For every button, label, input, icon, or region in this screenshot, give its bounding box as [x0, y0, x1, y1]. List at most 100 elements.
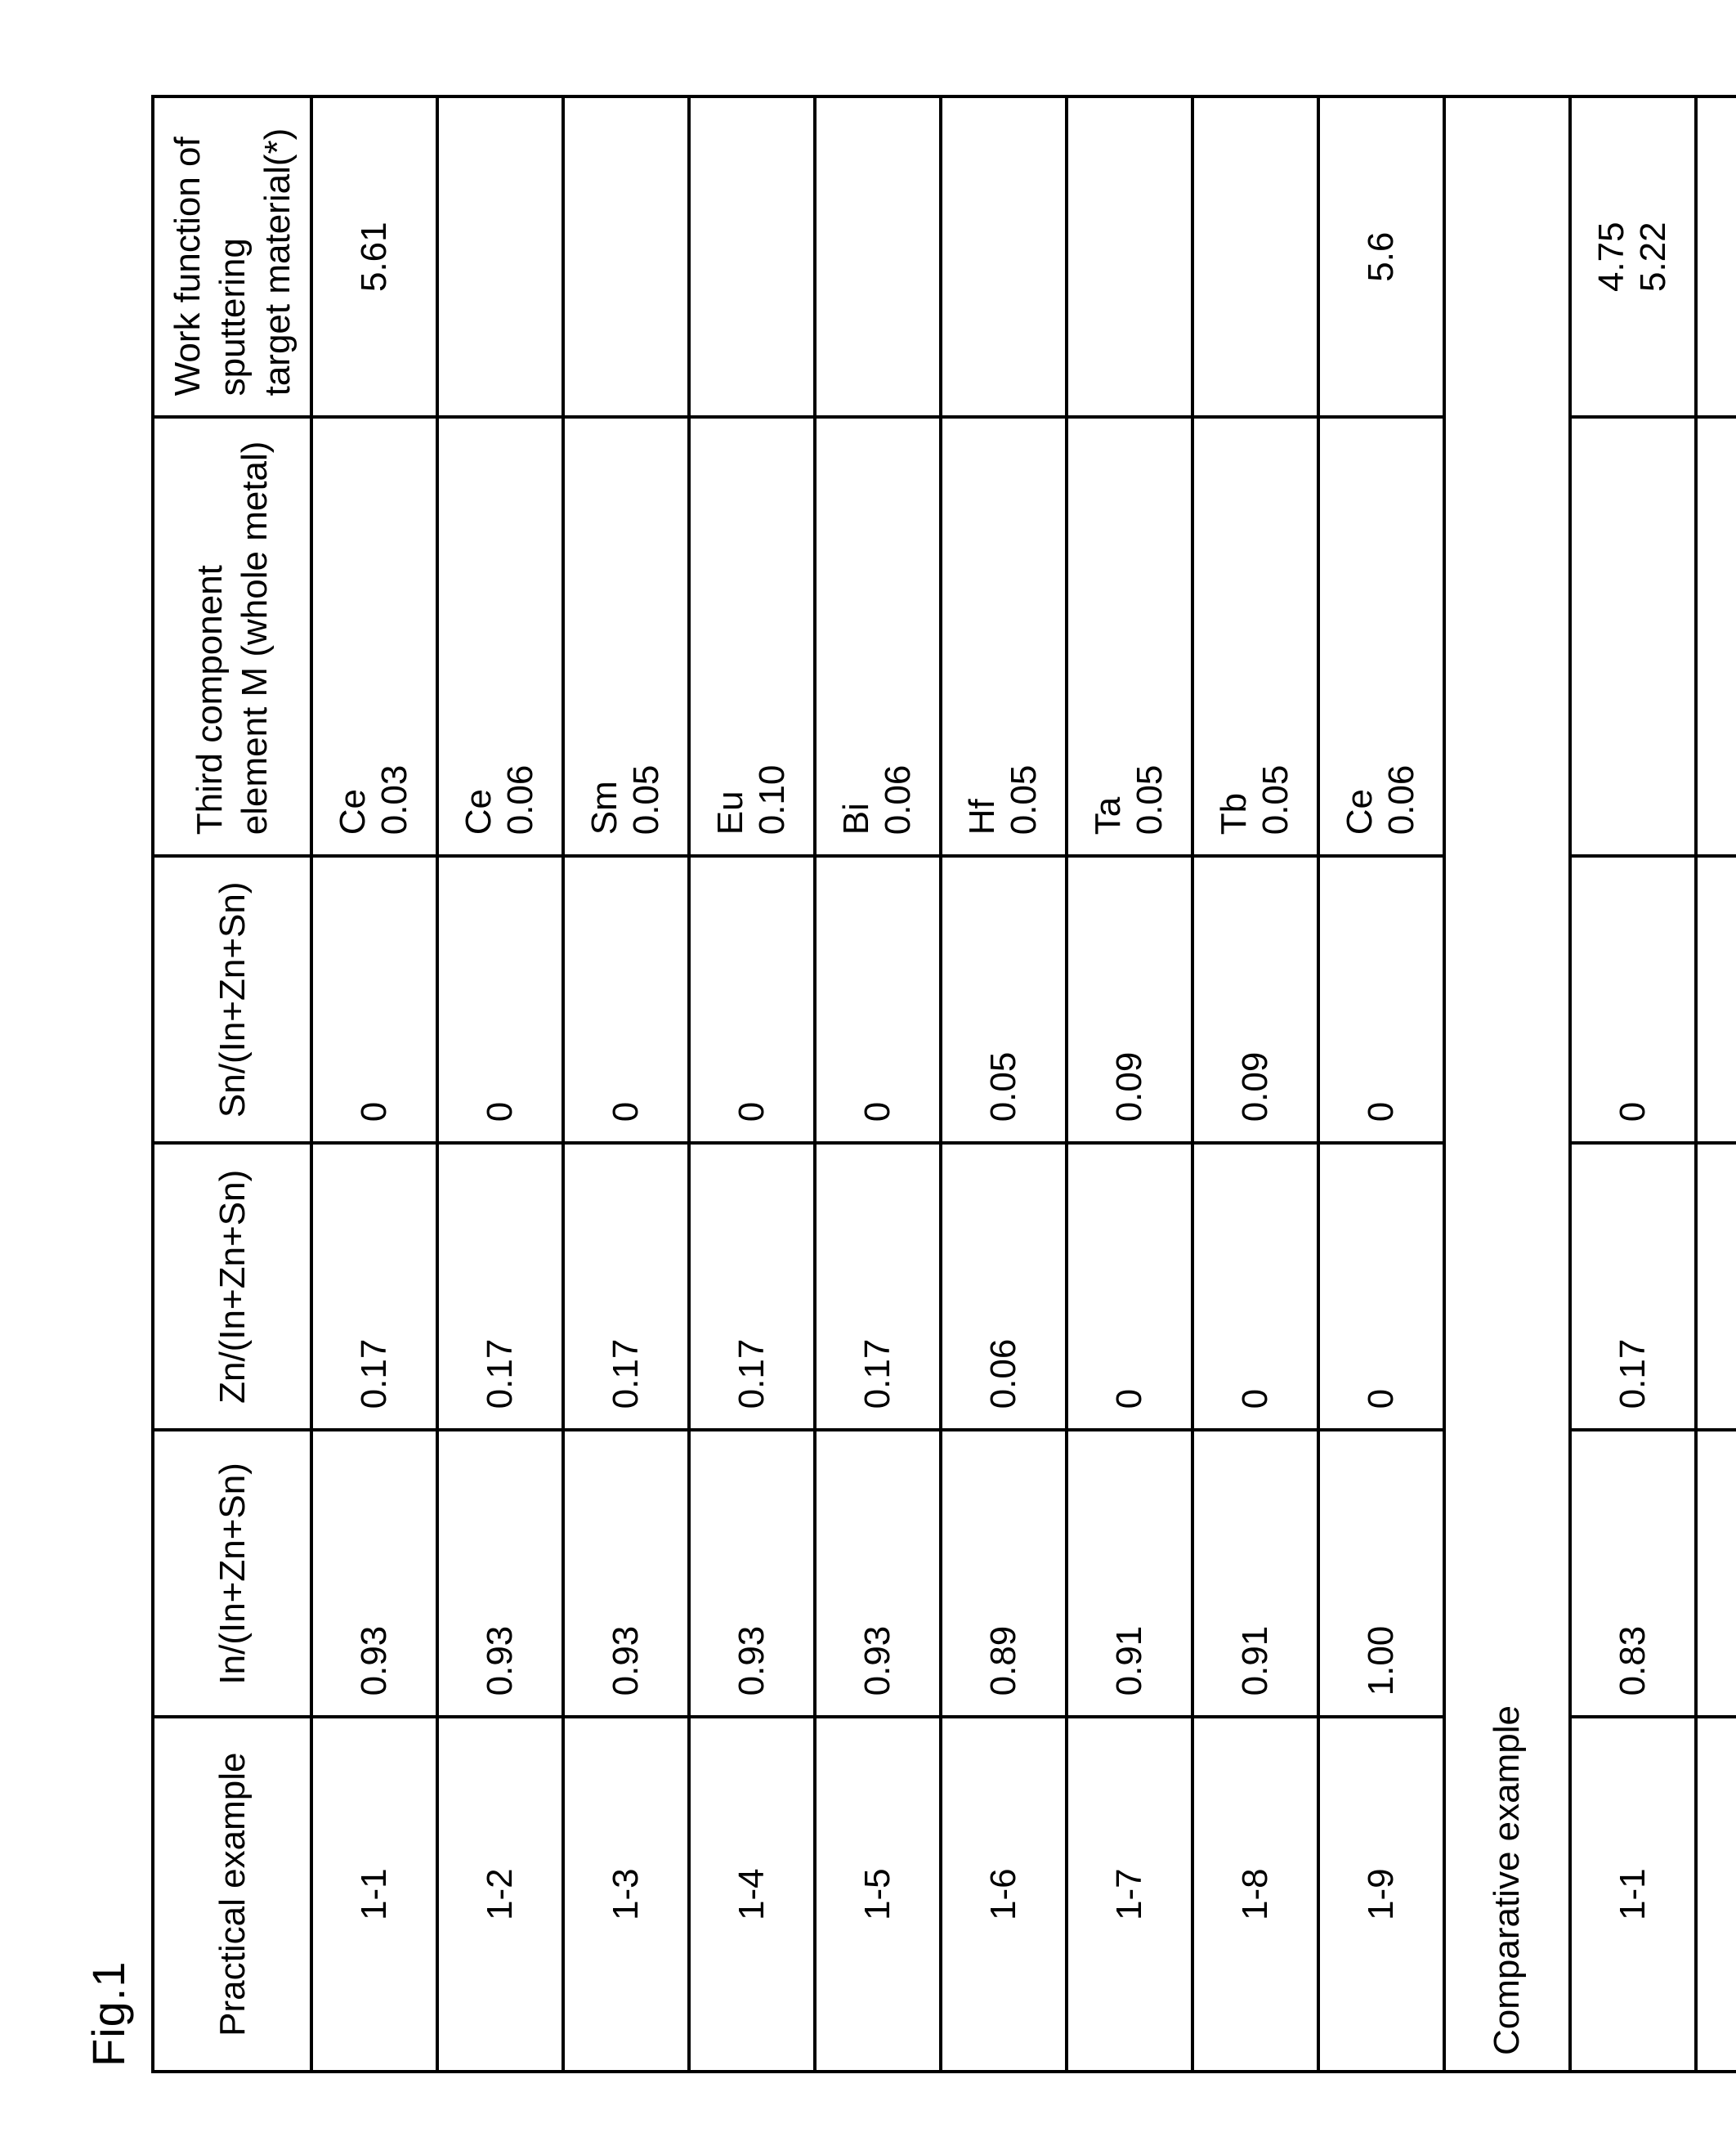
table-row: 1-40.930.170Eu0.10 [689, 96, 815, 2072]
cell-id-text: 1-1 [354, 1868, 395, 1920]
cell-in-text: 1.00 [1361, 1626, 1402, 1696]
cell-sn: 0 [437, 856, 563, 1143]
cell-sn-text: 0 [606, 1102, 647, 1122]
cell-zn-text: 0 [1361, 1389, 1402, 1409]
col-header-wf-line3: target material(*) [255, 128, 300, 397]
cell-m: - [1696, 417, 1736, 856]
cell-m: Bi0.06 [815, 417, 941, 856]
cell-in: 1.00 [1318, 1430, 1444, 1717]
cell-wf: 5.61 [311, 96, 437, 417]
cell-m: Sm0.05 [563, 417, 689, 856]
cell-m [1570, 417, 1696, 856]
cell-id: 1-2 [437, 1717, 563, 2072]
cell-m-element: Ce [1340, 789, 1381, 835]
cell-zn: 0.17 [311, 1143, 437, 1430]
col-header-wf-line1: Work function of [165, 137, 210, 396]
cell-wf-line1: 5.6 [1361, 232, 1403, 282]
col-header-zn: Zn/(In+Zn+Sn) [153, 1143, 311, 1430]
cell-in: 0.93 [815, 1430, 941, 1717]
cell-wf-line2: 5.22 [1633, 222, 1675, 292]
col-header-sn: Sn/(In+Zn+Sn) [153, 856, 311, 1143]
cell-m-element: Ta [1088, 797, 1130, 835]
cell-id: 1-8 [1192, 1717, 1318, 2072]
cell-zn-text: 0.17 [354, 1339, 395, 1409]
cell-m-element: Sm [584, 781, 626, 835]
cell-sn: 0 [815, 856, 941, 1143]
col-header-m: Third component element M (whole metal) [153, 417, 311, 856]
cell-in-text: 0.91 [1235, 1626, 1276, 1696]
cell-m-value: 0.06 [500, 765, 542, 836]
col-header-label: Practical example [153, 1717, 311, 2072]
cell-in-text: 0.93 [857, 1626, 898, 1696]
cell-wf [1192, 96, 1318, 417]
tbody-section-divider: Comparative example [1444, 96, 1570, 2072]
cell-sn: 0.09 [1192, 856, 1318, 1143]
table-row: 1-70.910 0.09 Ta0.05 [1067, 96, 1192, 2072]
col-header-wf-line2: sputtering [210, 238, 255, 396]
cell-wf [1067, 96, 1192, 417]
cell-id: 1-5 [815, 1717, 941, 2072]
section-row-comparative: Comparative example [1444, 96, 1570, 2072]
cell-in: 0.91 [1067, 1430, 1192, 1717]
cell-m: Ta0.05 [1067, 417, 1192, 856]
cell-sn: 0.05 [941, 856, 1067, 1143]
cell-zn: 0 [1067, 1143, 1192, 1430]
cell-sn-text: 0.09 [1109, 1052, 1150, 1122]
cell-id: 1-1 [1570, 1717, 1696, 2072]
table-row: 1-91.0000Ce0.065.6 [1318, 96, 1444, 2072]
cell-sn-text: 0 [354, 1102, 395, 1122]
tbody-practical: 1-10.930.170Ce0.035.611-20.930.170Ce0.06… [311, 96, 1444, 2072]
cell-m-element: Bi [836, 803, 878, 835]
cell-wf [689, 96, 815, 417]
col-header-label-text: Practical example [210, 1753, 255, 2036]
cell-zn: 0 [1318, 1143, 1444, 1430]
cell-m-value: 0.05 [1130, 765, 1171, 836]
col-header-m-line2: element M (whole metal) [232, 441, 277, 836]
cell-in: 0.93 [437, 1430, 563, 1717]
cell-m: Tb0.05 [1192, 417, 1318, 856]
cell-id-text: 1-1 [1613, 1868, 1653, 1920]
cell-id-text: 1-6 [983, 1868, 1024, 1920]
col-header-in-text: In/(In+Zn+Sn) [210, 1463, 255, 1684]
cell-m-value: 0.03 [374, 765, 416, 836]
table-row: 1-1 0.93 0.17 0 Ce0.03 5.61 [311, 96, 437, 2072]
cell-m-element: Tb [1214, 793, 1255, 835]
cell-sn: 0 [689, 856, 815, 1143]
table-row: 1-60.890.060.05Hf0.05 [941, 96, 1067, 2072]
cell-m-value: 0.05 [1255, 765, 1297, 836]
cell-id: 1-7 [1067, 1717, 1192, 2072]
cell-sn: 0.09 [1696, 856, 1736, 1143]
cell-zn: 0.17 [689, 1143, 815, 1430]
cell-m: Hf0.05 [941, 417, 1067, 856]
data-table: Practical example In/(In+Zn+Sn) Zn/(In+Z… [151, 95, 1736, 2073]
cell-m-element: Ce [333, 789, 374, 835]
cell-id-text: 1-9 [1361, 1868, 1402, 1920]
cell-zn-text: 0.17 [857, 1339, 898, 1409]
cell-zn-text: 0 [1235, 1389, 1276, 1409]
cell-zn: 0 [1192, 1143, 1318, 1430]
cell-zn: 0.06 [941, 1143, 1067, 1430]
table-row: 1-10.830.1704.755.22 [1570, 96, 1696, 2072]
figure-label: Fig.1 [82, 49, 135, 2067]
cell-id-text: 1-3 [606, 1868, 647, 1920]
cell-sn-text: 0 [857, 1102, 898, 1122]
cell-zn: 0 [1696, 1143, 1736, 1430]
col-header-sn-text: Sn/(In+Zn+Sn) [210, 881, 255, 1118]
cell-m-element: Eu [710, 791, 752, 835]
cell-id: 1-9 [1318, 1717, 1444, 2072]
cell-wf [437, 96, 563, 417]
col-header-zn-text: Zn/(In+Zn+Sn) [210, 1170, 255, 1404]
table-row: 1-30.930.170Sm0.05 [563, 96, 689, 2072]
cell-sn-text: 0 [732, 1102, 772, 1122]
cell-zn-text: 0.17 [1613, 1339, 1653, 1409]
col-header-in: In/(In+Zn+Sn) [153, 1430, 311, 1717]
rotated-content: Fig.1 Practical example In/(In+Zn+Sn) [82, 49, 1687, 2073]
cell-in-text: 0.93 [480, 1626, 521, 1696]
cell-in: 0.91 [1696, 1430, 1736, 1717]
cell-in: 0.93 [311, 1430, 437, 1717]
cell-in-text: 0.89 [983, 1626, 1024, 1696]
cell-m-value: 0.05 [1004, 765, 1045, 836]
cell-m: Ce0.06 [1318, 417, 1444, 856]
cell-zn: 0.17 [437, 1143, 563, 1430]
cell-id-text: 1-8 [1235, 1868, 1276, 1920]
